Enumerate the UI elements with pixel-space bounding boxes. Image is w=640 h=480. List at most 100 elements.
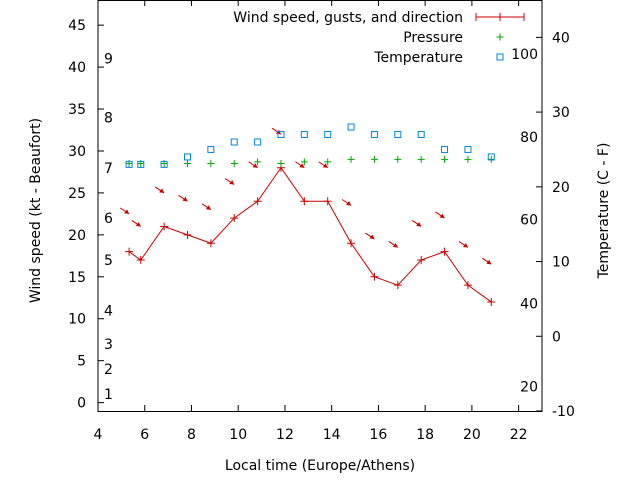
y-right-tick-label: 20 [552,180,570,196]
beaufort-label: 5 [104,253,113,269]
pressure-point [230,160,238,168]
fahrenheit-label: 80 [520,130,538,146]
temperature-point [125,160,133,168]
wind-speed-point [253,197,262,206]
fahrenheit-label: 40 [520,296,538,312]
wind-speed-point [125,247,134,256]
x-tick-label: 6 [140,427,149,443]
temperature-point [254,138,262,146]
beaufort-label: 4 [104,303,113,319]
wind-direction-arrowhead [322,163,328,168]
wind-speed-point [487,297,496,306]
legend-swatch-wind-ends [475,13,525,21]
x-tick-label: 8 [187,427,196,443]
y-left-tick-label: 0 [77,396,86,412]
x-tick-label: 16 [370,427,388,443]
wind-speed-point [206,239,215,248]
x-tick-label: 22 [510,427,528,443]
wind-speed-point [417,256,426,265]
legend-label-wind: Wind speed, gusts, and direction [233,10,463,26]
y-axis-label-right: Temperature (C - F) [596,143,612,280]
wind-direction-arrowhead [124,209,130,214]
y-axis-label-left: Wind speed (kt - Beaufort) [28,118,44,303]
temperature-point [441,145,449,153]
beaufort-label: 7 [104,161,113,177]
wind-speed-point [230,214,239,223]
x-tick-label: 4 [94,427,103,443]
temperature-point [324,131,332,139]
temperature-point [347,123,355,131]
wind-direction-arrowhead [369,234,375,240]
temperature-point [394,131,402,139]
pressure-point [277,160,285,168]
beaufort-labels: 1 2 3 4 5 6 7 8 9 [104,52,113,404]
wind-speed-point [393,281,402,290]
wind-direction-arrowhead [205,205,211,210]
x-tick-label: 12 [276,427,294,443]
wind-direction-arrowhead [346,201,352,206]
y-right-tick-label: -10 [552,404,575,420]
beaufort-label: 9 [104,52,113,68]
wind-speed-point [300,197,309,206]
wind-direction-arrowhead [252,163,258,168]
wind-direction-arrowhead [229,180,235,185]
legend-swatch-pressure [496,33,504,41]
legend-swatch-temperature [496,53,504,61]
y-left-tick-label: 40 [68,60,86,76]
temperature-point [230,138,238,146]
beaufort-label: 8 [104,110,113,126]
fahrenheit-label: 60 [520,213,538,229]
pressure-point [394,155,402,163]
wind-direction-arrowhead [182,196,188,202]
fahrenheit-labels: 20 40 60 80 100 [511,47,538,396]
wind-speed-point [370,272,379,281]
wind-speed-point [347,239,356,248]
y-left-tick-label: 10 [68,312,86,328]
legend: Wind speed, gusts, and direction Pressure… [233,10,525,66]
pressure-point [441,155,449,163]
x-axis-label: Local time (Europe/Athens) [225,458,415,474]
wind-speed-point [183,230,192,239]
y-left-tick-label: 15 [68,270,86,286]
wind-speed-point [323,197,332,206]
y-right-tick-label: 0 [552,329,561,345]
temperature-point [464,145,472,153]
pressure-point [417,155,425,163]
y-left-tick-label: 25 [68,186,86,202]
temperature-point [370,131,378,139]
temperature-point [137,160,145,168]
wind-direction-arrowhead [135,221,141,227]
fahrenheit-label: 100 [511,47,538,63]
wind-speed-point [136,256,145,265]
wind-speed-point [463,281,472,290]
temperature-point [184,153,192,161]
y-right-tick-label: 40 [552,30,570,46]
wind-direction-arrowhead [392,242,398,248]
temperature-point [417,131,425,139]
y-left-tick-label: 5 [77,354,86,370]
wind-speed-point [160,222,169,231]
pressure-point [184,160,192,168]
x-tick-label: 10 [229,427,247,443]
x-tick-label: 20 [463,427,481,443]
beaufort-label: 3 [104,337,113,353]
pressure-point [207,160,215,168]
wind-speed-point [440,247,449,256]
beaufort-label: 2 [104,362,113,378]
temperature-point [300,131,308,139]
y-left-tick-label: 45 [68,18,86,34]
beaufort-label: 1 [104,387,113,403]
y-right-tick-label: 30 [552,105,570,121]
pressure-point [464,155,472,163]
pressure-point [347,155,355,163]
y-right-tick-label: 10 [552,255,570,271]
wind-direction-arrowhead [486,259,492,265]
y-left-tick-label: 30 [68,144,86,160]
legend-label-pressure: Pressure [403,30,463,46]
series-layer [119,123,496,306]
pressure-point [487,155,495,163]
wind-direction-arrowhead [439,213,445,219]
axis-tick-labels: 4 6 8 10 12 14 16 18 20 22051015202530354045-1001… [68,18,575,443]
